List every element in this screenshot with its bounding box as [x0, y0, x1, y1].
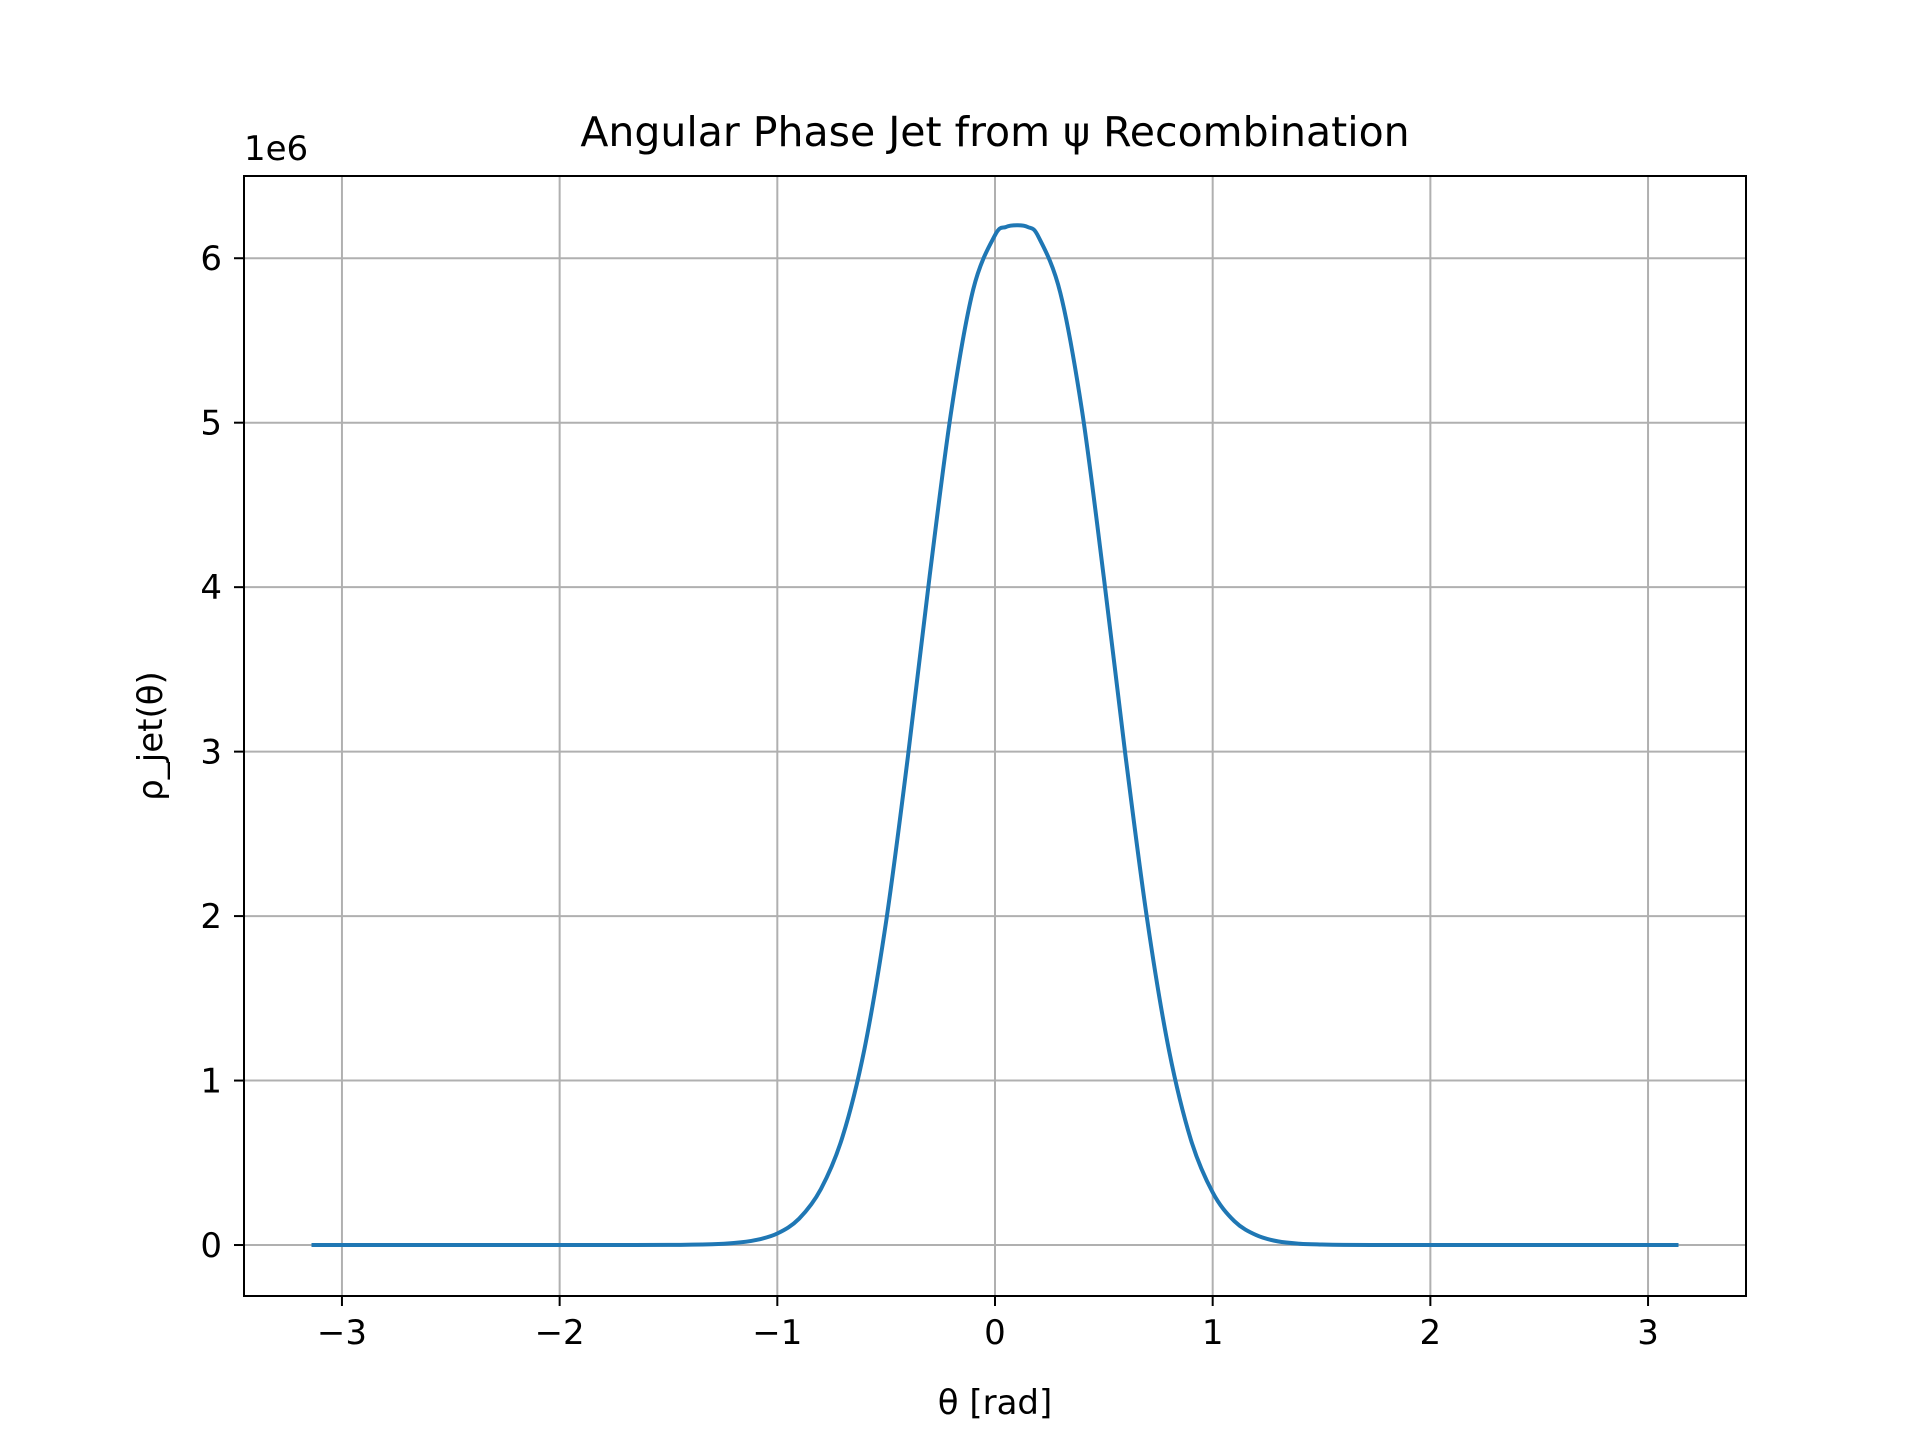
- chart-title: Angular Phase Jet from ψ Recombination: [580, 108, 1409, 156]
- x-tick-label: −1: [752, 1313, 802, 1353]
- x-tick-label: −3: [317, 1313, 367, 1353]
- x-tick-label: 0: [984, 1313, 1006, 1353]
- x-tick-label: −2: [535, 1313, 585, 1353]
- x-axis-title: θ [rad]: [938, 1383, 1053, 1423]
- series-line: [311, 223, 1679, 1248]
- y-offset-label: 1e6: [244, 129, 308, 169]
- y-tick-label: 3: [200, 733, 222, 773]
- y-tick-label: 1: [200, 1062, 222, 1102]
- x-tick-label: 1: [1202, 1313, 1224, 1353]
- x-tick-label: 2: [1420, 1313, 1442, 1353]
- y-tick-label: 4: [200, 568, 222, 608]
- ticks: −3 −2 −1 0 1 2 3 0 1 2 3 4 5 6: [200, 239, 1659, 1353]
- x-tick-label: 3: [1637, 1313, 1659, 1353]
- y-tick-label: 2: [200, 897, 222, 937]
- y-tick-label: 0: [200, 1226, 222, 1266]
- y-tick-label: 5: [200, 404, 222, 444]
- y-axis-title: ρ_jet(θ): [131, 671, 171, 801]
- y-tick-label: 6: [200, 239, 222, 279]
- plot-lines: [311, 223, 1679, 1248]
- grid: [244, 176, 1746, 1296]
